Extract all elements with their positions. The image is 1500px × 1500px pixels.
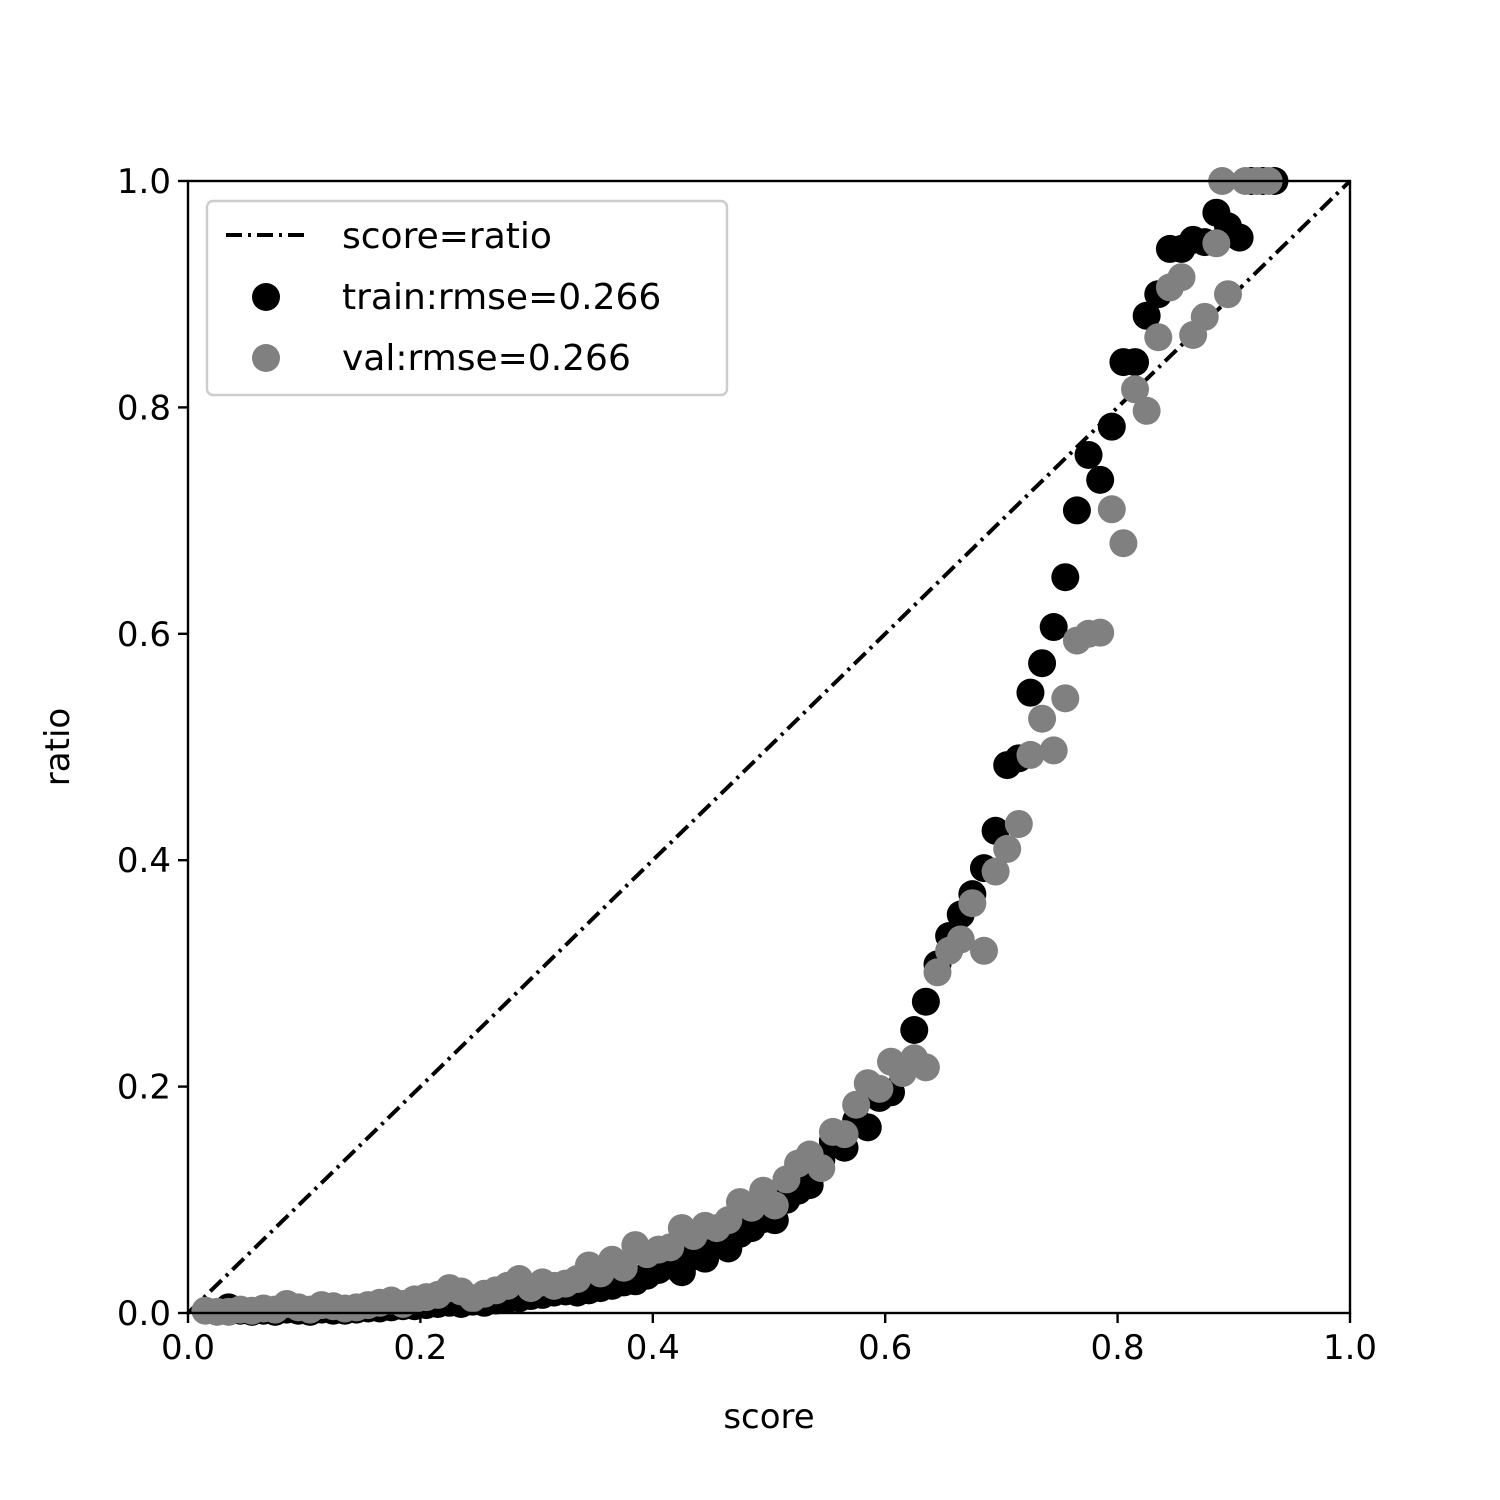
data-point bbox=[1213, 280, 1242, 309]
data-point bbox=[1074, 440, 1103, 469]
data-point bbox=[981, 857, 1010, 886]
x-tick-label: 1.0 bbox=[1323, 1328, 1377, 1368]
data-point bbox=[1051, 563, 1080, 592]
data-point bbox=[969, 936, 998, 965]
legend-val-marker bbox=[252, 344, 280, 372]
legend-box bbox=[205, 199, 729, 397]
data-point bbox=[900, 1016, 929, 1044]
legend-train-label: train:rmse=0.266 bbox=[342, 277, 661, 318]
data-point bbox=[1202, 229, 1231, 258]
data-point bbox=[911, 987, 940, 1016]
data-point bbox=[1016, 740, 1045, 769]
data-point bbox=[1051, 684, 1080, 713]
y-axis-ticks: 0.0 0.2 0.4 0.6 0.8 1.0 bbox=[117, 162, 188, 1334]
y-tick-label: 0.2 bbox=[117, 1068, 171, 1108]
data-point bbox=[1144, 323, 1173, 352]
data-point bbox=[1039, 736, 1068, 765]
data-point bbox=[1121, 348, 1150, 377]
data-point bbox=[1190, 302, 1219, 331]
x-axis-ticks: 0.0 0.2 0.4 0.6 0.8 1.0 bbox=[161, 1313, 1377, 1368]
data-point bbox=[1225, 223, 1254, 252]
x-axis-label: score bbox=[723, 1397, 814, 1437]
x-tick-label: 0.8 bbox=[1091, 1328, 1145, 1368]
data-point bbox=[1004, 809, 1033, 838]
data-point bbox=[1016, 678, 1045, 707]
data-point bbox=[923, 958, 952, 987]
data-point bbox=[865, 1074, 894, 1103]
legend: score=ratio train:rmse=0.266 val:rmse=0.… bbox=[205, 199, 729, 397]
x-tick-label: 0.6 bbox=[858, 1328, 912, 1368]
y-tick-label: 0.6 bbox=[117, 615, 171, 655]
data-point bbox=[993, 834, 1022, 863]
y-tick-label: 1.0 bbox=[117, 162, 171, 202]
data-point bbox=[1028, 704, 1057, 733]
x-tick-label: 0.0 bbox=[161, 1328, 215, 1368]
data-point bbox=[830, 1120, 859, 1149]
data-point bbox=[807, 1154, 836, 1183]
data-point bbox=[1039, 613, 1068, 642]
data-point bbox=[1028, 649, 1057, 678]
y-tick-label: 0.4 bbox=[117, 841, 171, 881]
data-point bbox=[1062, 496, 1091, 525]
x-tick-label: 0.2 bbox=[393, 1328, 447, 1368]
reference-line-layer bbox=[186, 179, 1352, 1315]
data-point bbox=[1086, 465, 1115, 494]
x-tick-label: 0.4 bbox=[626, 1328, 680, 1368]
data-point bbox=[1097, 412, 1126, 441]
data-point bbox=[1086, 618, 1115, 647]
data-point bbox=[1097, 495, 1126, 524]
data-point bbox=[760, 1191, 789, 1220]
legend-train-marker bbox=[252, 283, 280, 311]
data-point bbox=[1167, 263, 1196, 292]
y-tick-label: 0.0 bbox=[117, 1294, 171, 1334]
data-point bbox=[1132, 301, 1161, 330]
series-layer bbox=[191, 167, 1289, 1326]
data-point bbox=[1132, 396, 1161, 425]
y-tick-label: 0.8 bbox=[117, 388, 171, 428]
data-point bbox=[609, 1253, 638, 1282]
data-point bbox=[958, 889, 987, 918]
data-point bbox=[1109, 529, 1138, 558]
data-point bbox=[853, 1113, 882, 1142]
reference-line bbox=[186, 179, 1352, 1315]
data-point bbox=[1121, 375, 1150, 404]
series-val bbox=[191, 167, 1283, 1326]
plot-frame bbox=[186, 179, 1352, 1315]
data-point bbox=[842, 1090, 871, 1119]
data-point bbox=[946, 925, 975, 954]
y-axis-label: ratio bbox=[38, 708, 78, 786]
data-point bbox=[911, 1053, 940, 1082]
legend-val-label: val:rmse=0.266 bbox=[342, 338, 631, 379]
legend-reference-line-label: score=ratio bbox=[342, 216, 552, 257]
